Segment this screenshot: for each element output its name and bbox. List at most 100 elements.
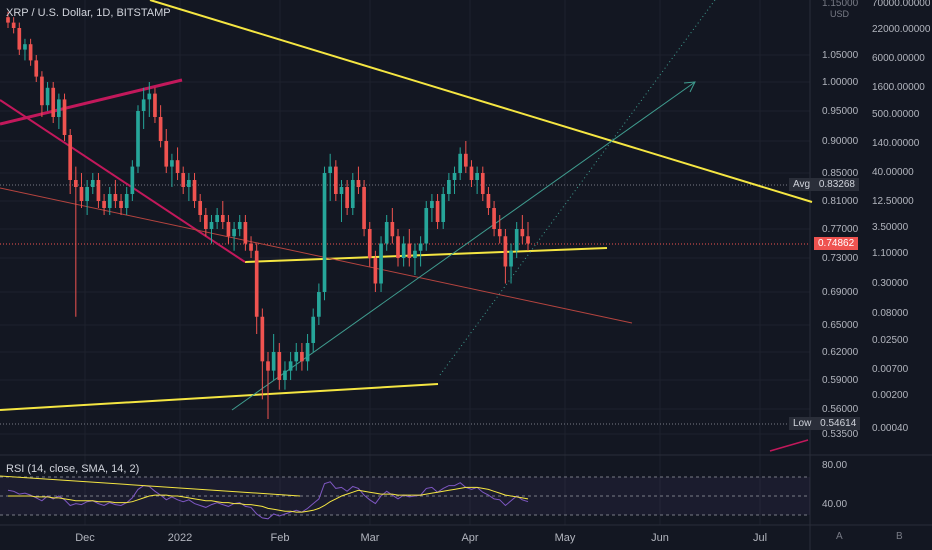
secondary-tick: 0.08000 [872,308,909,319]
candle-body [147,93,152,100]
symbol-header[interactable]: XRP / U.S. Dollar, 1D, BITSTAMP [6,7,171,19]
candle-body [158,117,163,141]
price-tick: 0.73000 [822,253,859,264]
candle-body [96,180,101,201]
candle-body [107,194,112,208]
price-tick: 0.69000 [822,287,859,298]
candle-body [237,222,242,229]
candle-body [311,316,316,343]
candle-body [79,187,84,201]
secondary-tick: 0.30000 [872,278,909,289]
candle-body [435,201,440,222]
log-scale-button[interactable]: B [896,531,903,542]
candle-body [90,180,95,187]
time-tick: 2022 [168,532,192,544]
candle-body [23,44,27,50]
rsi-header[interactable]: RSI (14, close, SMA, 14, 2) [6,463,140,475]
candle-body [526,236,530,244]
candle-body [373,258,378,284]
candle-body [345,187,349,208]
candle-body [260,316,265,362]
last-price-value: 0.74862 [818,238,855,249]
candle-body [226,222,231,237]
candle-body [497,229,502,237]
secondary-tick: 0.00200 [872,390,909,401]
candle-body [447,180,451,194]
candle-body [283,370,287,380]
price-tick: 1.00000 [822,77,859,88]
candle-body [215,215,219,222]
last-price-tag: 0.74862 [814,237,859,250]
time-tick: Feb [271,532,290,544]
candle-body [57,99,61,117]
secondary-tick: 3.50000 [872,222,909,233]
secondary-tick: 0.02500 [872,335,909,346]
secondary-tick: 6000.00000 [872,53,925,64]
candle-body [418,243,423,251]
secondary-tick: 70000.00000 [872,0,931,9]
time-tick: Dec [75,532,95,544]
candle-body [51,87,56,117]
candle-body [119,201,123,208]
candle-body [164,141,169,167]
candle-body [480,173,485,194]
candle-body [266,361,270,371]
secondary-tick: 1.10000 [872,248,909,259]
rsi-tick: 80.00 [822,460,847,471]
candle-body [198,201,203,215]
candle-body [469,166,474,180]
candle-body [73,180,78,187]
price-tick: 0.90000 [822,136,859,147]
avg-value: 0.83268 [818,179,855,190]
magenta-channel-line [0,99,246,263]
candle-body [249,243,253,251]
candle-body [68,135,73,180]
candle-body [514,229,519,251]
low-value: 0.54614 [820,418,857,429]
dotted-trendline [439,0,716,376]
time-tick: Jul [753,532,767,544]
candle-body [407,243,412,258]
price-tick: 0.53500 [822,429,859,440]
auto-scale-button[interactable]: A [836,531,843,542]
candle-body [124,194,129,208]
time-axis[interactable]: Dec 2022 Feb Mar Apr May Jun Jul [75,532,767,544]
candle-body [379,243,383,284]
rsi-tick: 40.00 [822,499,847,510]
price-tick: 0.65000 [822,320,859,331]
candle-body [317,292,321,317]
candle-body [153,93,157,117]
candle-body [305,343,310,362]
candle-body [170,160,174,167]
secondary-tick: 500.00000 [872,109,920,120]
candle-body [40,76,44,106]
price-tick: 0.81000 [822,196,859,207]
candle-body [396,236,400,258]
avg-label: Avg [793,179,811,190]
time-tick: Apr [461,532,478,544]
price-tick: 1.15000 [822,0,859,9]
candle-body [34,60,39,77]
candle-body [441,194,446,222]
candle-body [350,180,355,208]
candle-body [384,222,389,244]
secondary-tick: 1600.00000 [872,82,925,93]
candle-body [187,180,191,187]
candle-body [520,229,525,237]
secondary-tick: 22000.00000 [872,24,931,35]
candle-body [28,44,33,61]
time-tick: May [555,532,576,544]
red-trendline [0,187,633,324]
descending-trendline [149,0,813,203]
low-tag: Low 0.54614 [789,417,861,430]
candle-body [362,187,366,229]
candle-body [430,201,434,208]
candle-body [333,166,338,194]
candle-body [277,352,282,380]
candle-body [492,208,496,229]
low-label: Low [793,418,812,429]
horizontal-support-trendline [244,247,608,263]
green-arrow-head [683,81,696,93]
